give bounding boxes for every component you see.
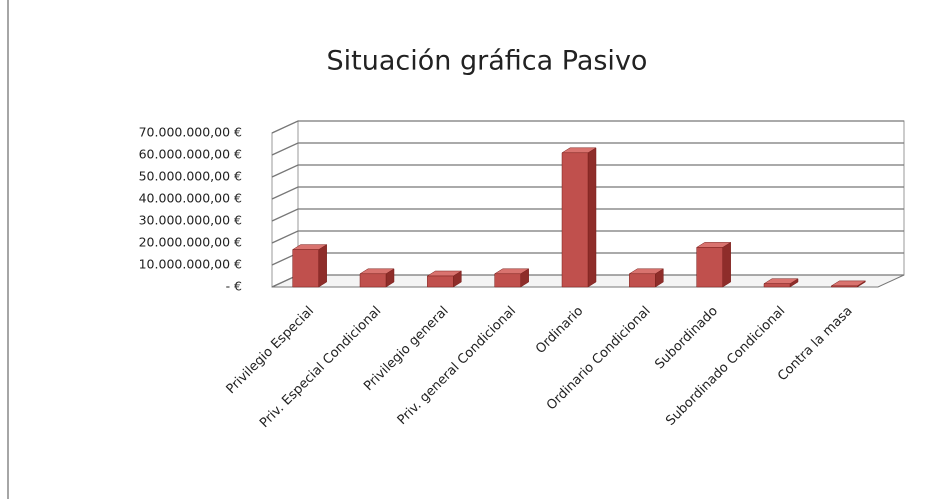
grid-line [271,120,904,134]
y-tick-label: 40.000.000,00 € [139,191,242,206]
bar-side [318,244,327,288]
bar-side [587,147,597,288]
bar-front [629,273,656,288]
y-tick-label: 70.000.000,00 € [139,125,242,140]
y-tick-label: 60.000.000,00 € [139,147,242,162]
bar [561,147,597,288]
y-tick-label: 10.000.000,00 € [139,257,242,272]
bar-front [561,152,589,288]
grid-line [271,142,904,156]
bar [830,280,867,288]
bar-side [722,241,731,288]
bar-front [494,273,521,288]
bar [763,278,799,288]
y-tick-label: 30.000.000,00 € [139,213,242,228]
bar [426,270,463,288]
bar-front [696,247,723,288]
y-tick-label: 50.000.000,00 € [139,169,242,184]
chart-title: Situación gráfica Pasivo [327,46,648,77]
y-tick-label: 20.000.000,00 € [139,235,242,250]
bar-front [292,249,319,288]
x-tick-label: Contra la masa [775,304,856,385]
bar-front [763,283,791,288]
x-tick-label: Subordinado [652,304,721,373]
bar [291,244,328,288]
bar [493,268,530,288]
bar-front [427,275,454,288]
back-wall [297,120,905,276]
grid-line [271,230,904,244]
bar [695,241,732,288]
bar-front [359,273,387,288]
y-tick-label: - € [226,279,242,294]
x-tick-label: Subordinado Condicional [663,304,788,429]
bar [628,268,665,288]
grid-line [271,164,904,178]
bar-front [831,285,858,288]
grid-line [271,186,904,200]
grid-line [271,208,904,222]
x-tick-label: Priv. Especial Condicional [257,304,384,431]
bar [359,268,395,288]
x-tick-label: Ordinario [533,304,586,357]
x-tick-label: Priv. general Condicional [395,304,519,428]
